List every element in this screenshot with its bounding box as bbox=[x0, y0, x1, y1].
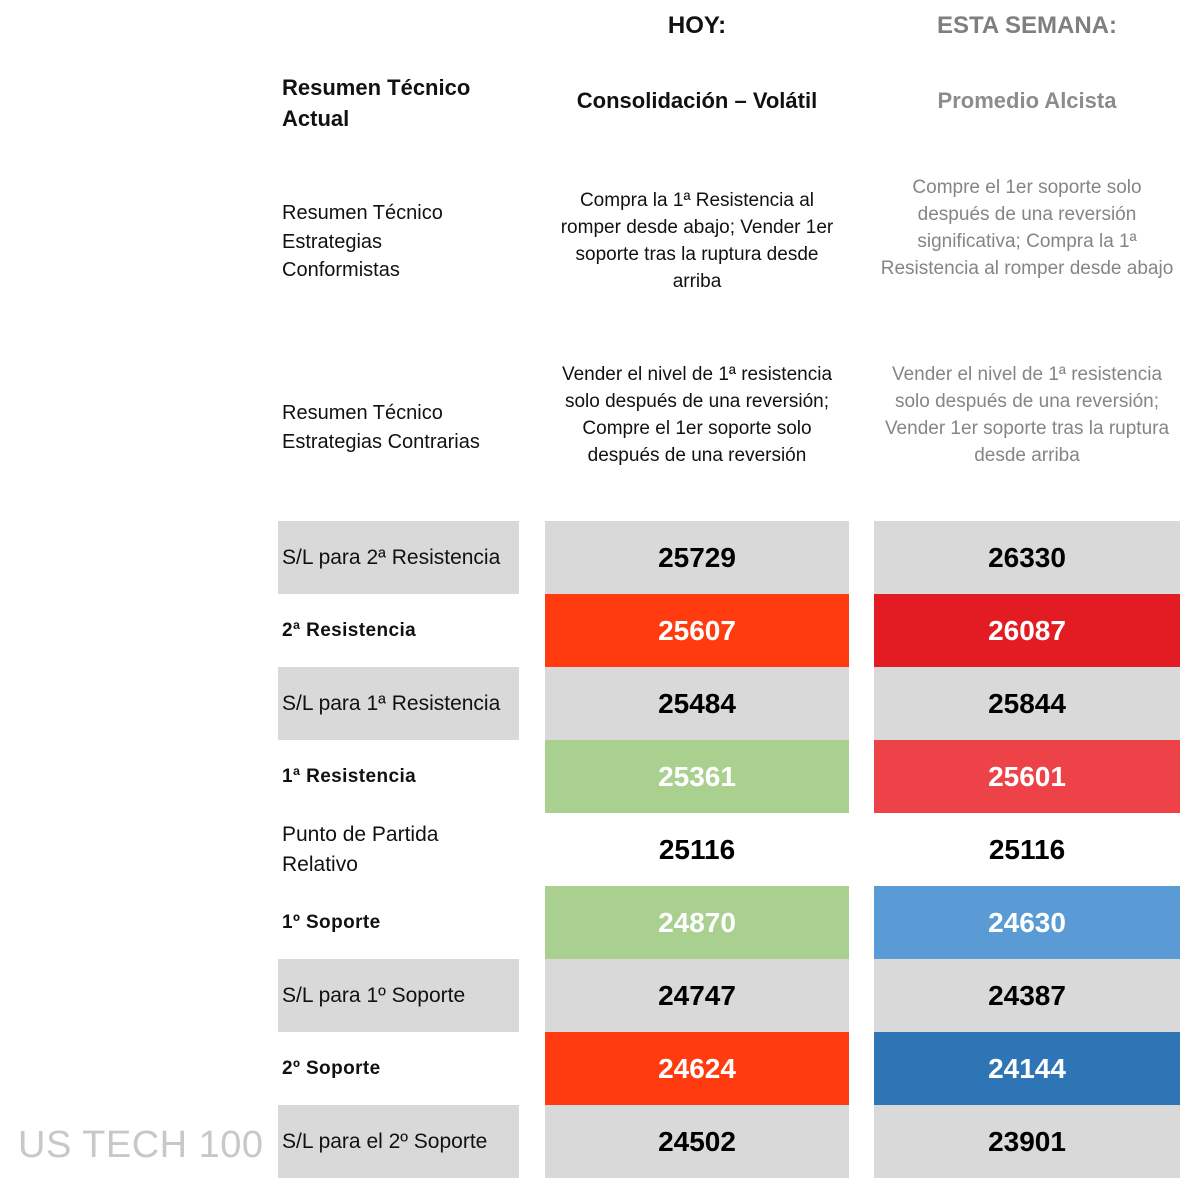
conformist-today: Compra la 1ª Resistencia al romper desde… bbox=[560, 190, 834, 292]
level-value-week: 24387 bbox=[874, 959, 1180, 1032]
level-value-week: 25116 bbox=[874, 813, 1180, 886]
level-value-week: 25601 bbox=[874, 740, 1180, 813]
level-label: Punto de Partida Relativo bbox=[282, 822, 439, 876]
level-value-today: 25729 bbox=[545, 521, 849, 594]
level-value-today: 25361 bbox=[545, 740, 849, 813]
level-value-week: 25844 bbox=[874, 667, 1180, 740]
summary-today: Consolidación – Volátil bbox=[576, 88, 818, 113]
level-value-week: 23901 bbox=[874, 1105, 1180, 1178]
conformist-week: Compre el 1er soporte solo después de un… bbox=[880, 177, 1174, 279]
header-this-week: ESTA SEMANA: bbox=[937, 12, 1117, 39]
conformist-label: Resumen Técnico Estrategias Conformistas bbox=[282, 202, 443, 281]
level-label: S/L para 2ª Resistencia bbox=[278, 521, 519, 594]
level-value-week: 26330 bbox=[874, 521, 1180, 594]
contrarian-label: Resumen Técnico Estrategias Contrarias bbox=[282, 402, 480, 453]
contrarian-week: Vender el nivel de 1ª resistencia solo d… bbox=[884, 364, 1170, 466]
header-today: HOY: bbox=[667, 12, 727, 39]
level-value-today: 24870 bbox=[545, 886, 849, 959]
level-value-today: 25607 bbox=[545, 594, 849, 667]
level-value-week: 24144 bbox=[874, 1032, 1180, 1105]
contrarian-today: Vender el nivel de 1ª resistencia solo d… bbox=[561, 364, 833, 466]
level-value-today: 25116 bbox=[545, 813, 849, 886]
summary-label: Resumen Técnico Actual bbox=[282, 75, 471, 131]
level-label: S/L para 1ª Resistencia bbox=[278, 667, 519, 740]
level-label: 2º Soporte bbox=[282, 1057, 381, 1079]
level-value-today: 25484 bbox=[545, 667, 849, 740]
level-label: 1ª Resistencia bbox=[282, 765, 417, 787]
level-value-week: 26087 bbox=[874, 594, 1180, 667]
level-value-today: 24747 bbox=[545, 959, 849, 1032]
summary-week: Promedio Alcista bbox=[937, 88, 1117, 113]
level-label: S/L para el 2º Soporte bbox=[278, 1105, 519, 1178]
watermark: US TECH 100 bbox=[18, 1124, 264, 1166]
level-value-today: 24624 bbox=[545, 1032, 849, 1105]
level-label: S/L para 1º Soporte bbox=[278, 959, 519, 1032]
level-value-week: 24630 bbox=[874, 886, 1180, 959]
level-label: 1º Soporte bbox=[282, 911, 381, 933]
level-value-today: 24502 bbox=[545, 1105, 849, 1178]
level-label: 2ª Resistencia bbox=[282, 619, 417, 641]
